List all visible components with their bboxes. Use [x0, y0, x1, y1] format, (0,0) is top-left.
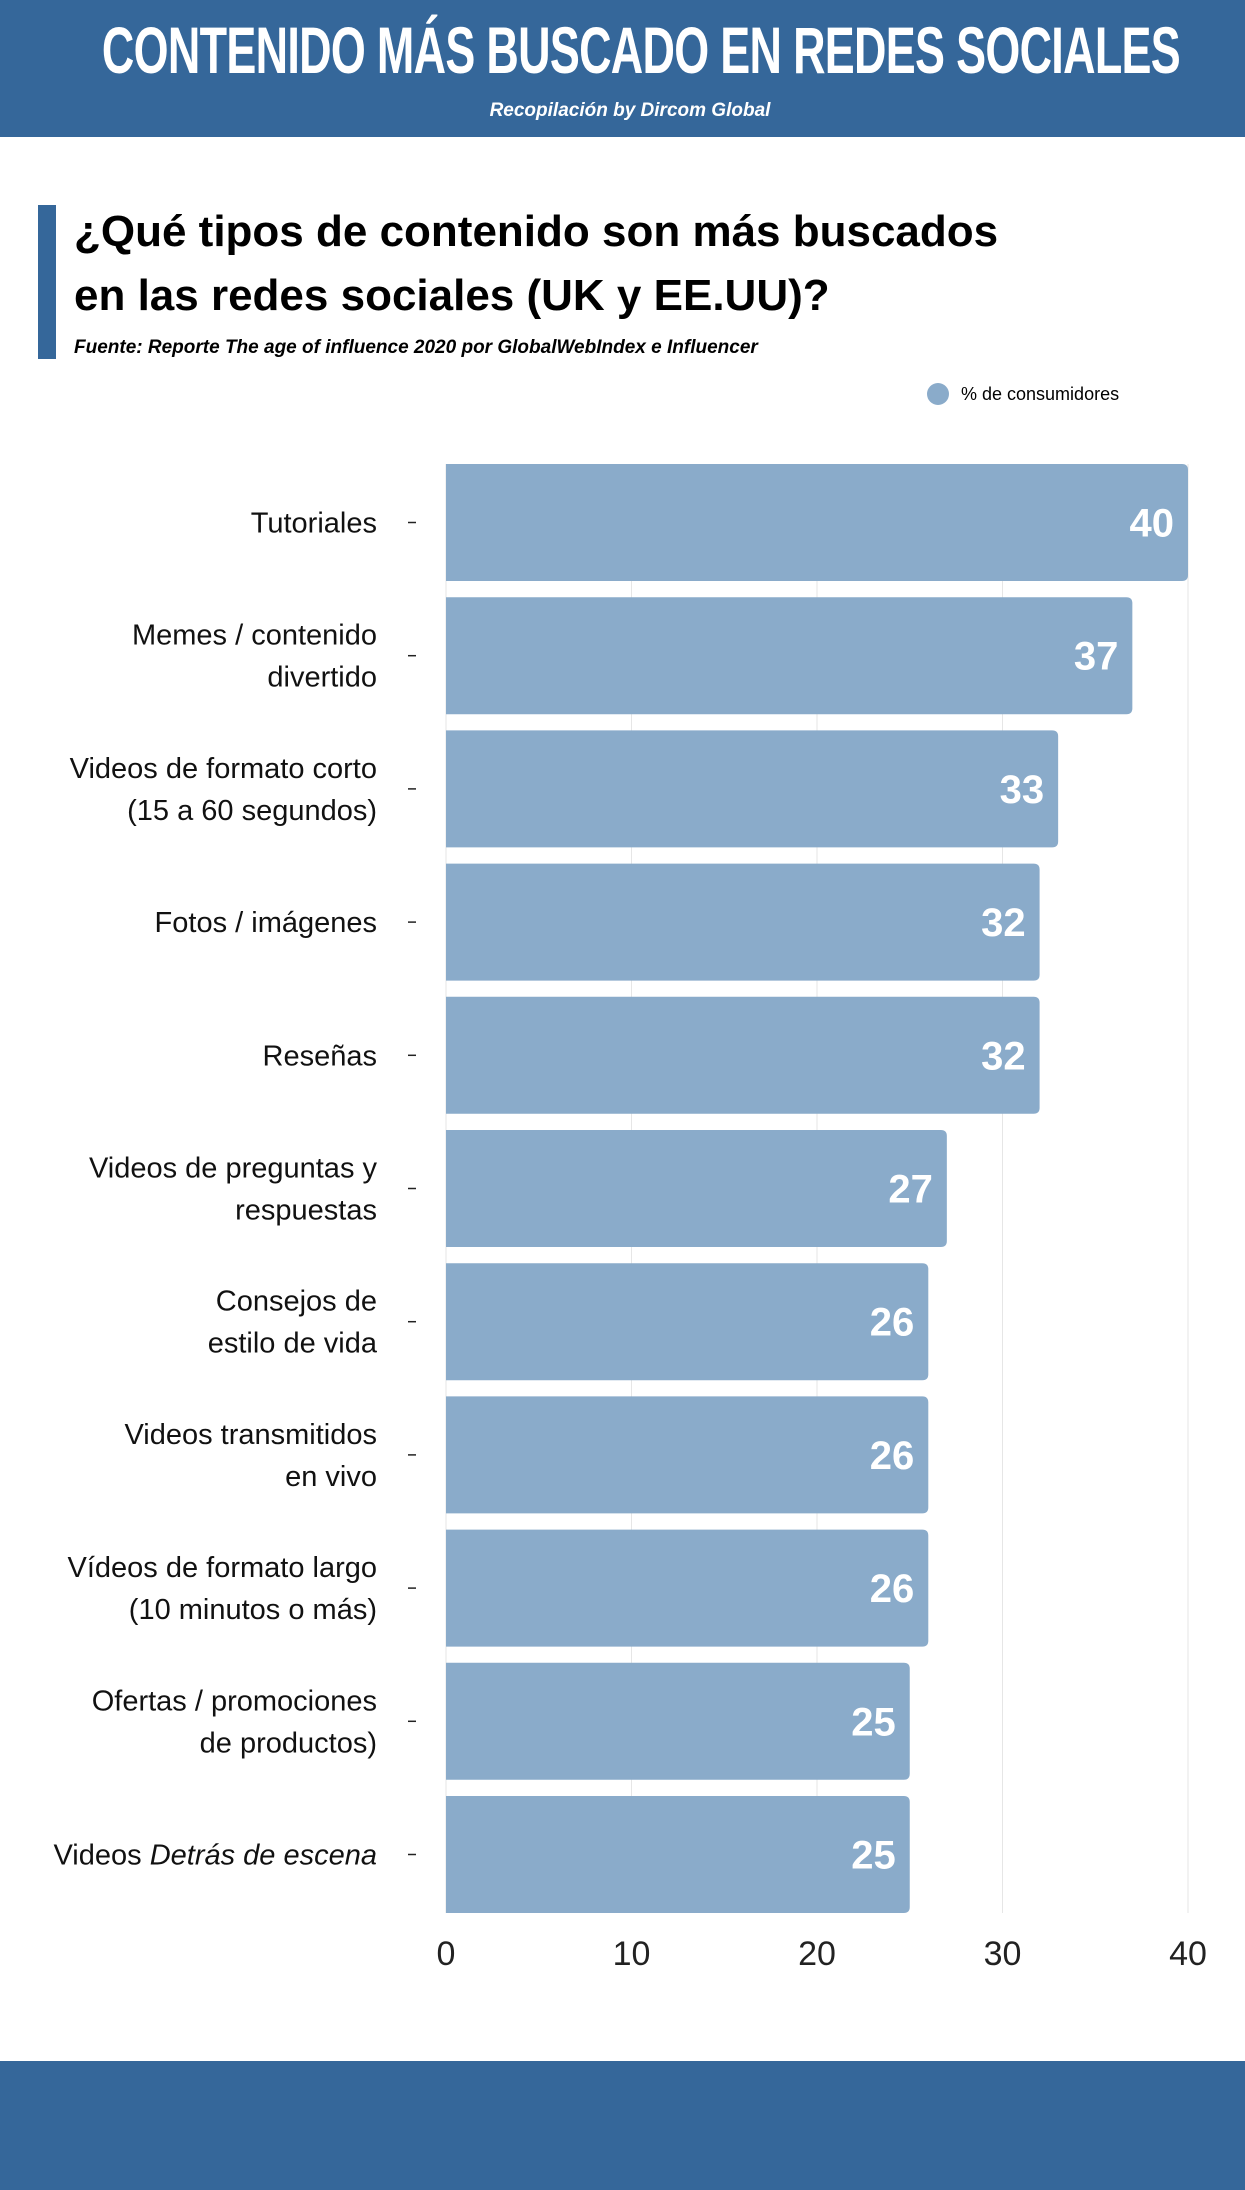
chart-title-line-1: ¿Qué tipos de contenido son más buscados [74, 207, 999, 256]
data-label: 32 [981, 901, 1026, 945]
bar [446, 1662, 910, 1780]
x-tick-label: 0 [437, 1935, 456, 1973]
y-tick-label: Videos de formato corto [70, 753, 377, 785]
bar [446, 1263, 929, 1381]
y-tick-label-part: Videos [53, 1840, 149, 1872]
data-label: 26 [870, 1301, 915, 1345]
bar [446, 1130, 947, 1247]
data-label: 26 [870, 1567, 915, 1611]
data-label: 27 [888, 1168, 933, 1212]
data-label: 40 [1130, 502, 1175, 546]
y-tick-label: respuestas [235, 1195, 377, 1227]
bar [446, 1396, 929, 1514]
y-tick-label: (15 a 60 segundos) [127, 795, 377, 827]
y-tick-label: Vídeos de formato largo [67, 1552, 377, 1584]
y-tick-label: Videos de preguntas y [89, 1153, 378, 1185]
data-label: 33 [1000, 768, 1045, 812]
y-tick-label: Videos transmitidos [124, 1419, 377, 1451]
x-tick-label: 10 [613, 1935, 651, 1973]
footer-banner [0, 2061, 1245, 2190]
bar [446, 1529, 929, 1647]
y-tick-label: en vivo [285, 1461, 377, 1493]
y-tick-label: Tutoriales [251, 508, 377, 540]
data-label: 32 [981, 1034, 1026, 1078]
page-title: CONTENIDO MÁS BUSCADO EN REDES SOCIALES [101, 13, 1181, 87]
bar [446, 597, 1133, 715]
chart-title-line-2: en las redes sociales (UK y EE.UU)? [74, 271, 830, 320]
data-label: 25 [851, 1700, 896, 1744]
legend-label: % de consumidores [961, 383, 1120, 404]
data-label: 26 [870, 1434, 915, 1478]
y-tick-label: Fotos / imágenes [155, 907, 377, 939]
y-tick-label: Videos Detrás de escena [53, 1840, 377, 1872]
source-note: Fuente: Reporte The age of influence 202… [74, 337, 758, 358]
accent-bar [38, 205, 56, 359]
bar [446, 863, 1040, 981]
y-tick-label: Memes / contenido [132, 620, 377, 652]
y-tick-label: Reseñas [263, 1040, 377, 1072]
x-tick-label: 30 [984, 1935, 1022, 1973]
y-tick-label: estilo de vida [208, 1328, 378, 1360]
y-tick-label: divertido [267, 662, 377, 694]
y-tick-label: Ofertas / promociones [92, 1685, 377, 1717]
chart-title: ¿Qué tipos de contenido son más buscados… [74, 200, 1224, 328]
bar-chart: 0 10 20 30 40 40 Tutoriales 37 Memes / contenido… [53, 464, 1207, 1973]
bar [446, 1796, 910, 1913]
legend: % de consumidores [927, 383, 1119, 405]
y-tick-label: (10 minutos o más) [129, 1594, 377, 1626]
legend-swatch [927, 383, 949, 405]
bar [446, 996, 1040, 1114]
bar [446, 730, 1059, 848]
x-tick-label: 20 [798, 1935, 836, 1973]
y-tick-label-italic: Detrás de escena [150, 1840, 377, 1872]
y-tick-label: de productos) [200, 1727, 377, 1759]
data-label: 25 [851, 1834, 896, 1878]
data-label: 37 [1074, 635, 1119, 679]
bar [446, 464, 1188, 581]
header-banner: CONTENIDO MÁS BUSCADO EN REDES SOCIALES … [0, 0, 1245, 137]
y-tick-label: Consejos de [216, 1286, 377, 1318]
page-subtitle: Recopilación by Dircom Global [489, 100, 771, 121]
x-tick-label: 40 [1169, 1935, 1207, 1973]
